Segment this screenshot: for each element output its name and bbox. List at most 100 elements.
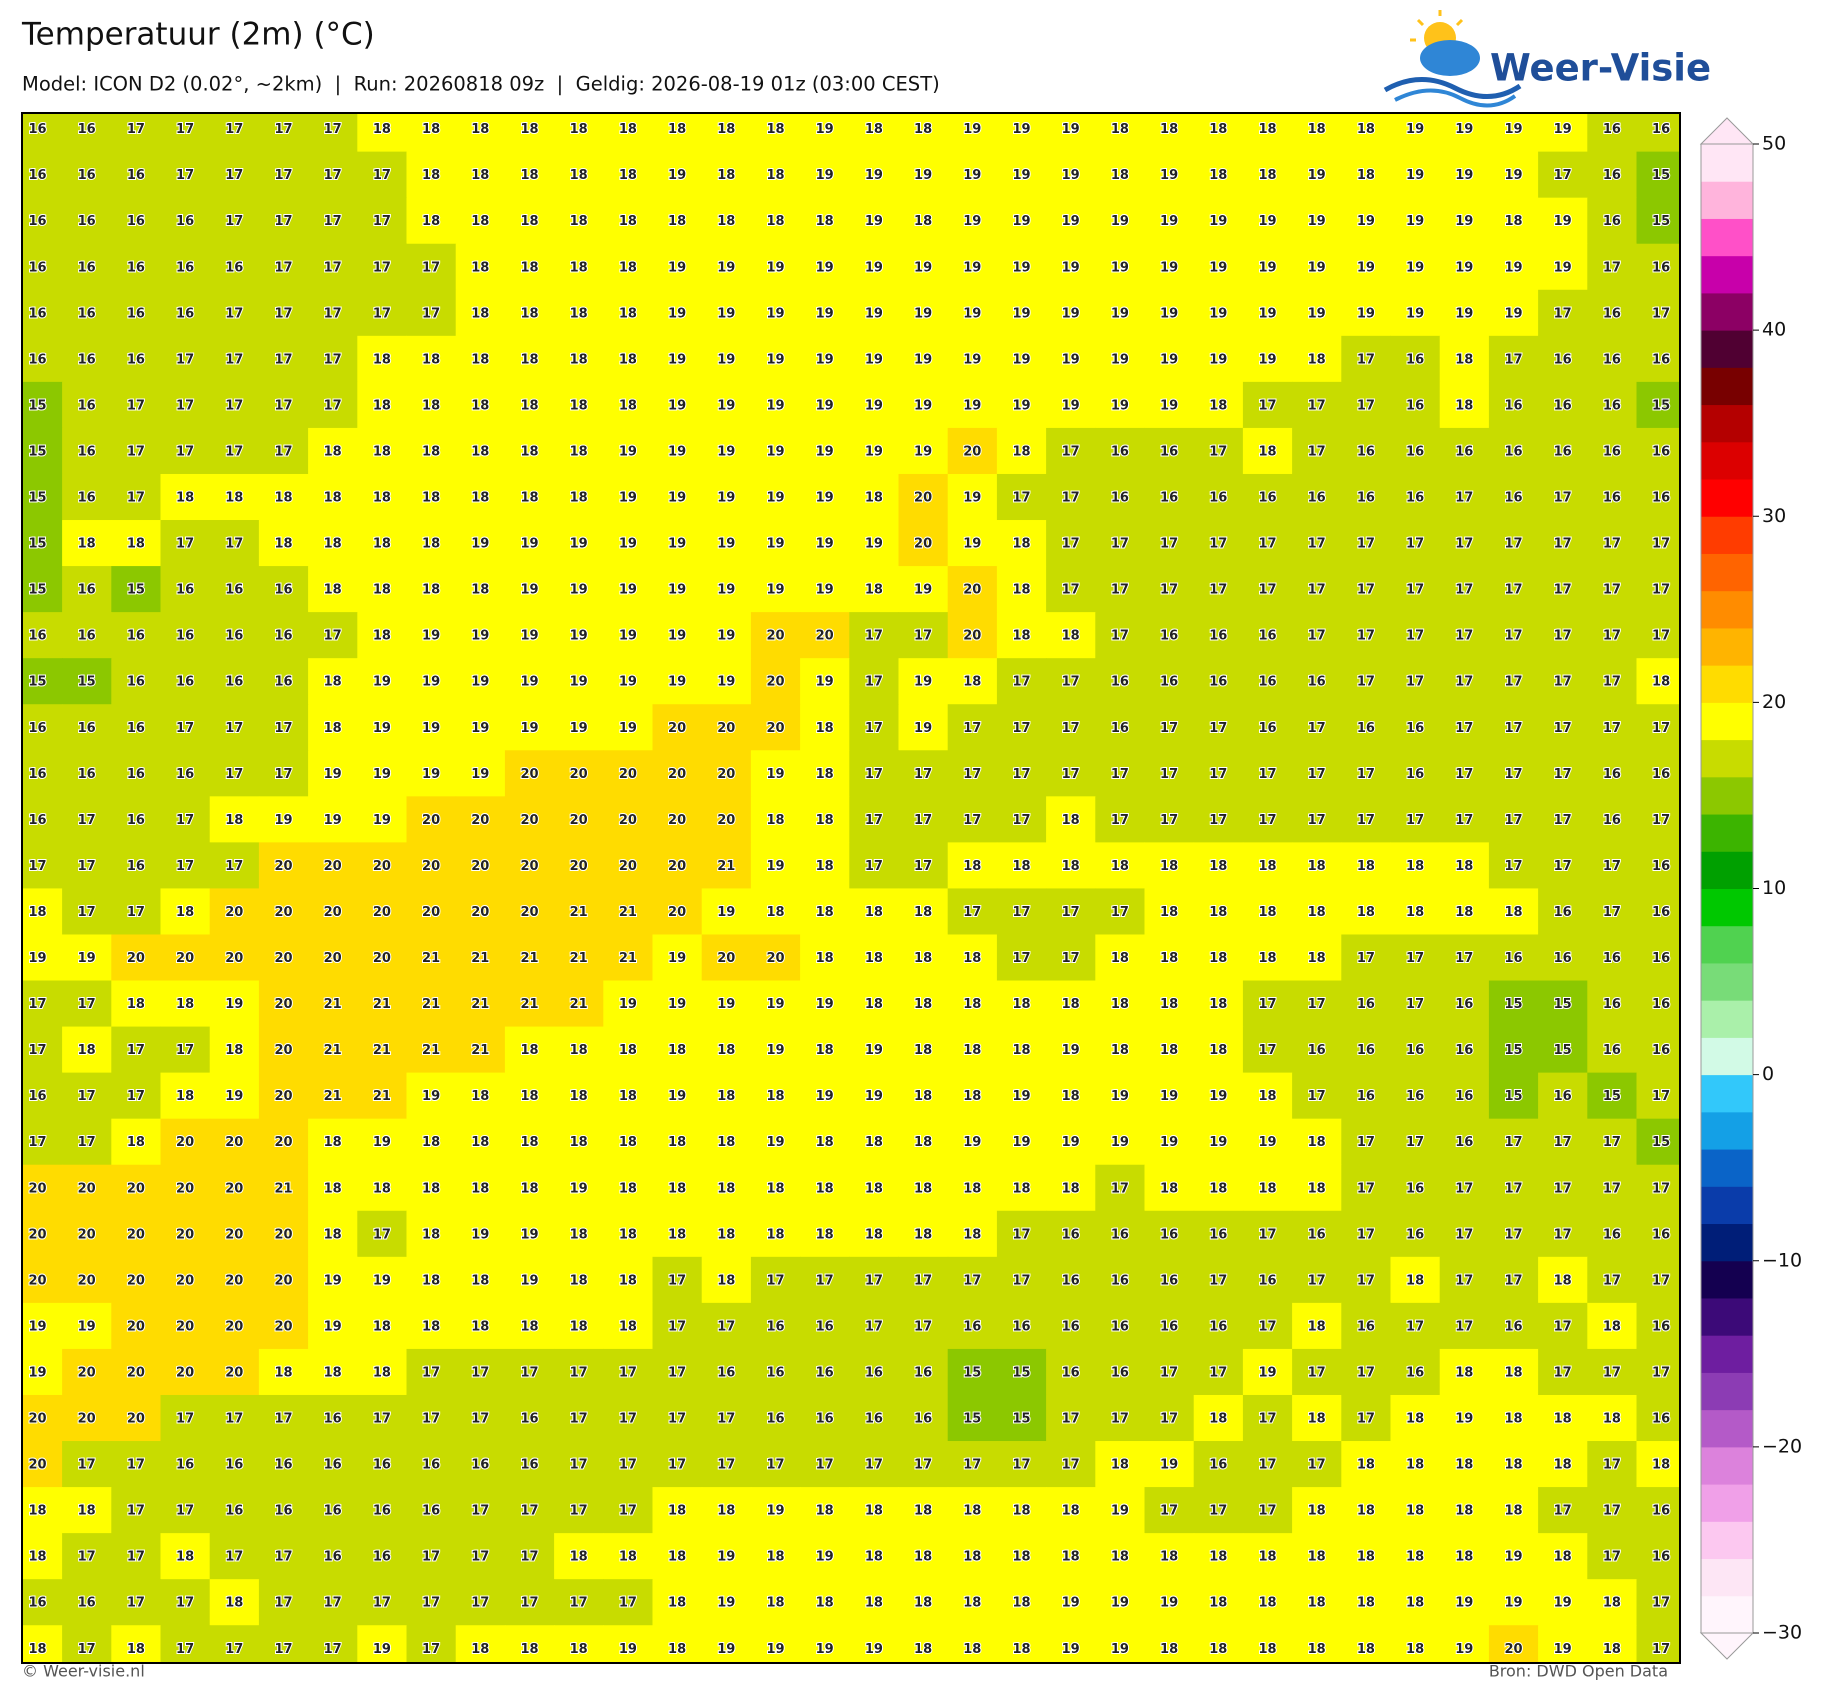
temperature-label: 17: [1209, 721, 1227, 736]
temperature-label: 18: [520, 122, 538, 137]
temperature-cell: [111, 520, 161, 567]
temperature-cell: [258, 934, 309, 982]
temperature-cell: [603, 1533, 653, 1580]
temperature-cell: [1292, 1487, 1342, 1534]
temperature-label: 17: [1258, 398, 1276, 413]
temperature-label: 17: [324, 1596, 342, 1611]
temperature-label: 17: [1455, 951, 1473, 966]
temperature-label: 19: [1062, 1596, 1080, 1611]
temperature-label: 19: [1504, 1550, 1522, 1565]
temperature-label: 17: [1209, 1365, 1227, 1380]
temperature-label: 17: [1357, 583, 1375, 598]
temperature-cell: [996, 1210, 1047, 1258]
temperature-label: 18: [963, 1642, 981, 1657]
colorbar-segment: [1701, 962, 1753, 1001]
temperature-cell: [652, 1026, 703, 1074]
temperature-cell: [1636, 1579, 1681, 1626]
temperature-label: 20: [176, 951, 194, 966]
temperature-cell: [62, 980, 112, 1028]
temperature-cell: [308, 934, 358, 982]
temperature-cell: [258, 842, 309, 889]
temperature-cell: [504, 1533, 555, 1580]
temperature-cell: [1095, 1579, 1145, 1626]
temperature-cell: [1095, 520, 1145, 567]
temperature-label: 17: [176, 859, 194, 874]
temperature-cell: [62, 842, 112, 889]
temperature-label: 20: [225, 1319, 243, 1334]
temperature-cell: [1046, 980, 1096, 1028]
temperature-cell: [1538, 796, 1588, 843]
colorbar-tick-label: 0: [1762, 1063, 1774, 1085]
temperature-cell: [1144, 566, 1195, 613]
temperature-label: 17: [1603, 629, 1621, 644]
temperature-label: 18: [717, 1504, 735, 1519]
temperature-label: 18: [914, 1181, 932, 1196]
temperature-cell: [898, 1533, 949, 1580]
temperature-label: 18: [1160, 1043, 1178, 1058]
temperature-cell: [898, 427, 949, 475]
temperature-cell: [800, 1348, 850, 1396]
temperature-cell: [258, 151, 309, 199]
temperature-cell: [849, 1487, 899, 1534]
temperature-label: 17: [1062, 905, 1080, 920]
temperature-label: 18: [1012, 1504, 1030, 1519]
temperature-cell: [701, 1441, 752, 1488]
temperature-label: 19: [324, 813, 342, 828]
temperature-cell: [357, 796, 407, 843]
temperature-cell: [750, 612, 801, 659]
temperature-cell: [1144, 427, 1195, 475]
temperature-cell: [996, 427, 1047, 475]
temperature-label: 17: [1455, 721, 1473, 736]
temperature-cell: [1144, 842, 1195, 889]
temperature-label: 20: [570, 813, 588, 828]
temperature-cell: [1587, 197, 1637, 245]
temperature-cell: [209, 842, 260, 889]
temperature-cell: [652, 888, 703, 935]
temperature-cell: [357, 658, 407, 705]
temperature-cell: [308, 151, 358, 199]
temperature-label: 17: [1406, 629, 1424, 644]
temperature-cell: [603, 243, 653, 291]
temperature-label: 15: [963, 1412, 981, 1427]
temperature-cell: [1144, 888, 1195, 935]
temperature-cell: [1587, 113, 1637, 153]
temperature-label: 17: [28, 997, 46, 1012]
temperature-cell: [1193, 1118, 1244, 1166]
temperature-label: 17: [914, 859, 932, 874]
temperature-cell: [209, 566, 260, 613]
temperature-label: 17: [324, 214, 342, 229]
temperature-label: 19: [1062, 168, 1080, 183]
temperature-label: 18: [1062, 859, 1080, 874]
temperature-label: 17: [1308, 629, 1326, 644]
temperature-cell: [1538, 1256, 1588, 1304]
temperature-cell: [504, 520, 555, 567]
temperature-cell: [1488, 704, 1539, 751]
temperature-label: 18: [816, 1227, 834, 1242]
temperature-cell: [111, 934, 161, 982]
temperature-cell: [1390, 335, 1441, 383]
temperature-label: 16: [1111, 491, 1129, 506]
temperature-label: 18: [1504, 214, 1522, 229]
temperature-cell: [1242, 1394, 1293, 1442]
temperature-label: 18: [1258, 122, 1276, 137]
temperature-label: 16: [1504, 491, 1522, 506]
temperature-cell: [1341, 1118, 1391, 1166]
temperature-label: 17: [28, 1043, 46, 1058]
temperature-cell: [209, 335, 260, 383]
temperature-cell: [603, 113, 653, 153]
temperature-cell: [1488, 1164, 1539, 1212]
temperature-label: 17: [1603, 537, 1621, 552]
temperature-label: 18: [766, 1596, 784, 1611]
temperature-cell: [750, 151, 801, 199]
temperature-cell: [701, 888, 752, 935]
temperature-label: 20: [274, 997, 292, 1012]
temperature-label: 18: [520, 260, 538, 275]
temperature-label: 19: [520, 675, 538, 690]
temperature-label: 18: [520, 444, 538, 459]
temperature-cell: [1488, 1118, 1539, 1166]
temperature-cell: [111, 888, 161, 935]
temperature-cell: [1538, 1441, 1588, 1488]
temperature-cell: [1193, 1072, 1244, 1120]
temperature-label: 19: [668, 306, 686, 321]
temperature-label: 18: [963, 951, 981, 966]
